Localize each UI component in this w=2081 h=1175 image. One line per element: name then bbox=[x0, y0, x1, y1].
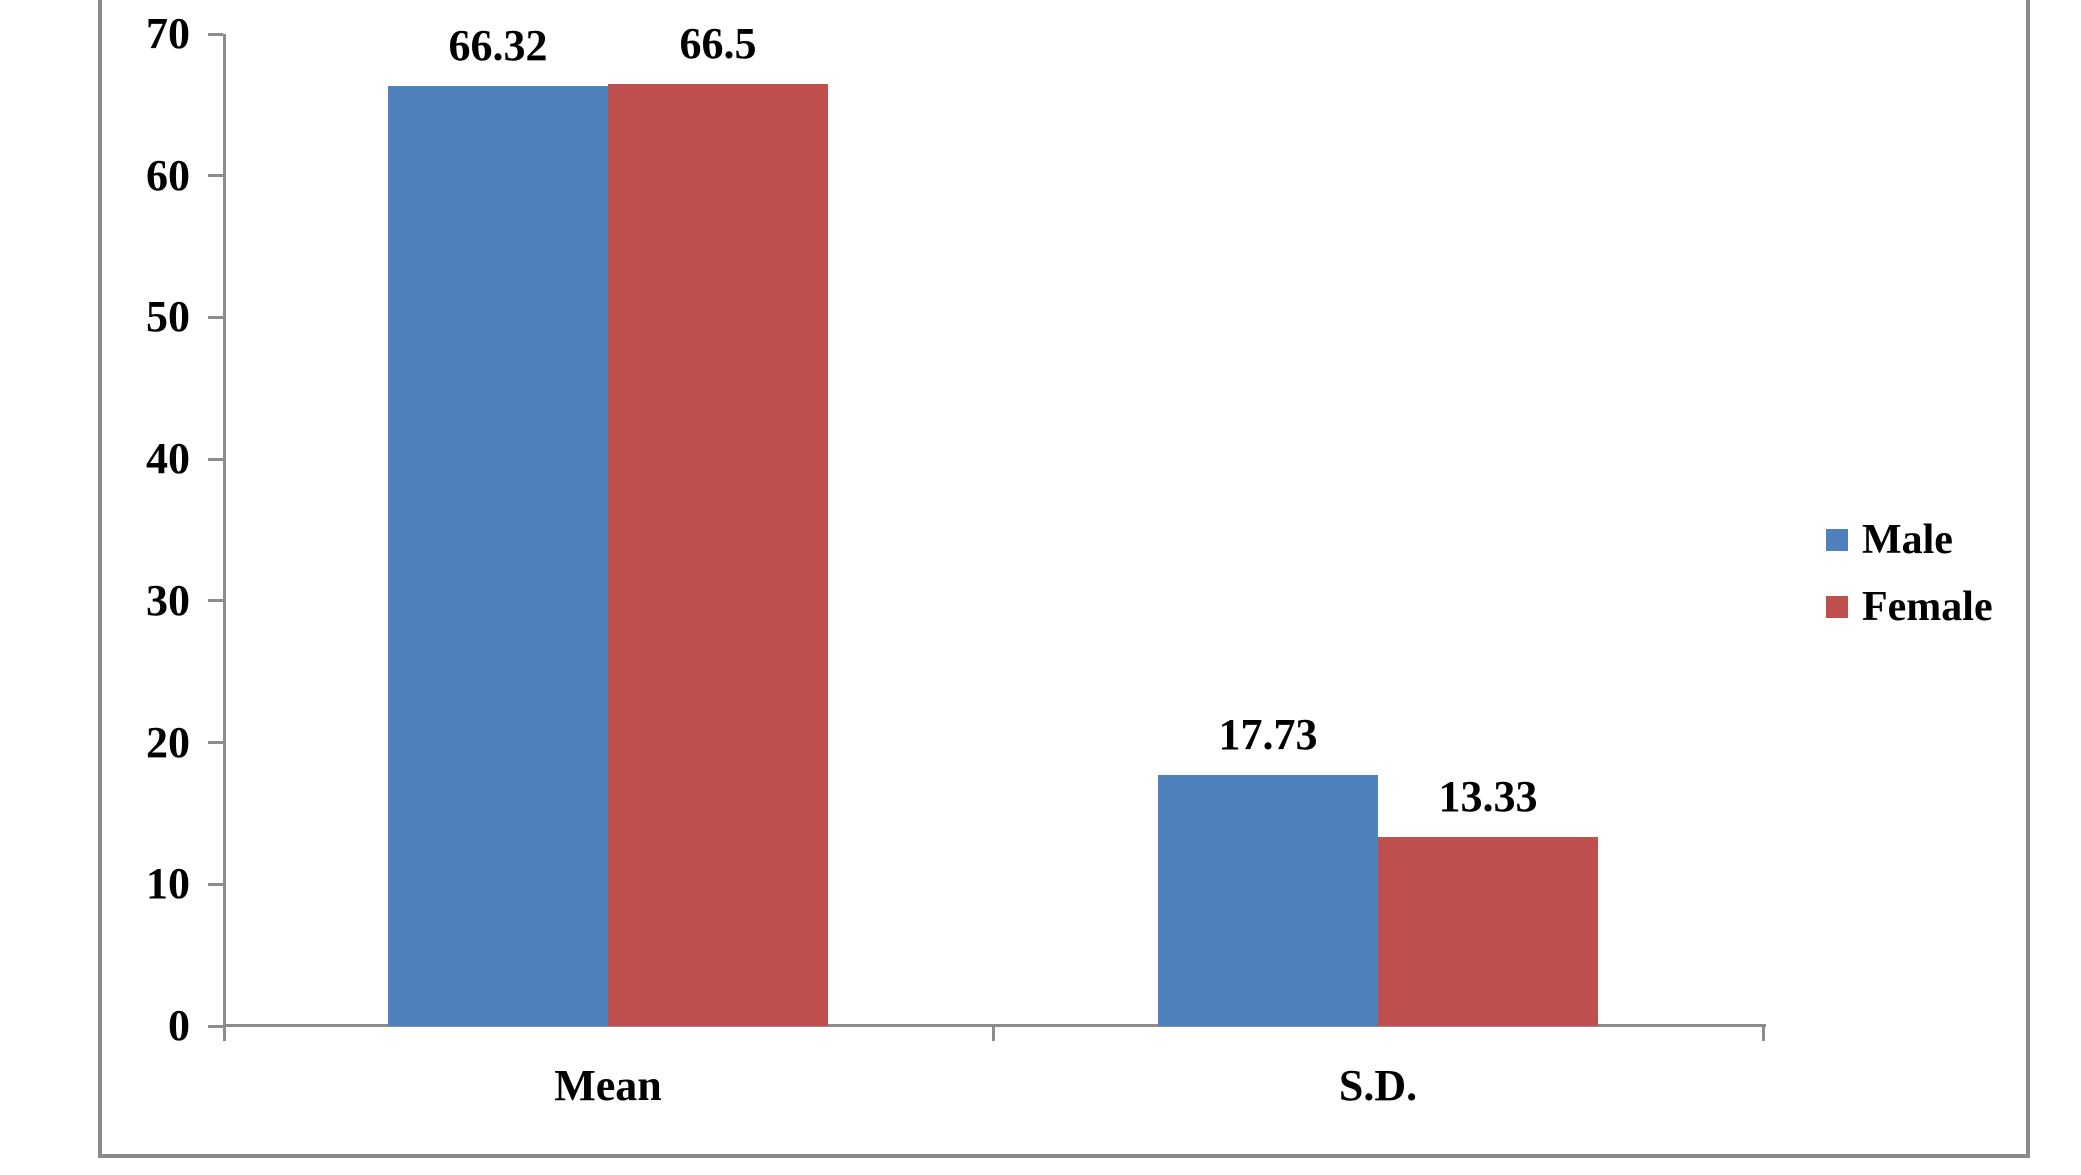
y-axis-tick bbox=[208, 174, 223, 178]
y-axis-tick bbox=[208, 315, 223, 319]
bar-value-label: 17.73 bbox=[1218, 709, 1318, 759]
x-axis-tick bbox=[1761, 1026, 1765, 1041]
y-tick-label: 20 bbox=[146, 717, 190, 767]
bar-female-s-d bbox=[1378, 837, 1598, 1026]
bar-female-mean bbox=[608, 83, 828, 1026]
legend-item-female: Female bbox=[1826, 583, 1993, 631]
y-axis-tick bbox=[208, 32, 223, 36]
bar-value-label: 66.32 bbox=[448, 21, 548, 71]
y-tick-label: 10 bbox=[146, 859, 190, 909]
bar-value-label: 66.5 bbox=[679, 18, 757, 68]
y-tick-label: 60 bbox=[146, 150, 190, 200]
y-tick-label: 70 bbox=[146, 9, 190, 58]
y-tick-label: 0 bbox=[168, 1001, 190, 1050]
y-tick-label: 40 bbox=[146, 434, 190, 484]
y-axis-tick bbox=[208, 1024, 223, 1028]
bar-value-label: 13.33 bbox=[1438, 772, 1538, 822]
x-category-label-s-d: S.D. bbox=[1338, 1061, 1418, 1110]
y-axis-tick bbox=[208, 741, 223, 745]
legend-item-male: Male bbox=[1826, 516, 1953, 564]
y-axis-tick bbox=[208, 599, 223, 603]
y-axis bbox=[223, 34, 226, 1041]
y-tick-label: 30 bbox=[146, 575, 190, 625]
legend-swatch-male-icon bbox=[1826, 529, 1848, 551]
y-axis-tick bbox=[208, 457, 223, 461]
bar-male-mean bbox=[388, 86, 608, 1026]
bar-male-s-d bbox=[1158, 774, 1378, 1026]
y-tick-label: 50 bbox=[146, 292, 190, 342]
y-axis-tick bbox=[208, 882, 223, 886]
chart-border bbox=[98, 0, 2030, 1158]
legend-label: Female bbox=[1862, 584, 1993, 630]
legend-label: Male bbox=[1862, 517, 1953, 563]
legend-swatch-female-icon bbox=[1826, 596, 1848, 618]
x-axis-tick bbox=[991, 1026, 995, 1041]
x-category-label-mean: Mean bbox=[554, 1061, 662, 1110]
x-axis bbox=[223, 1024, 1766, 1027]
